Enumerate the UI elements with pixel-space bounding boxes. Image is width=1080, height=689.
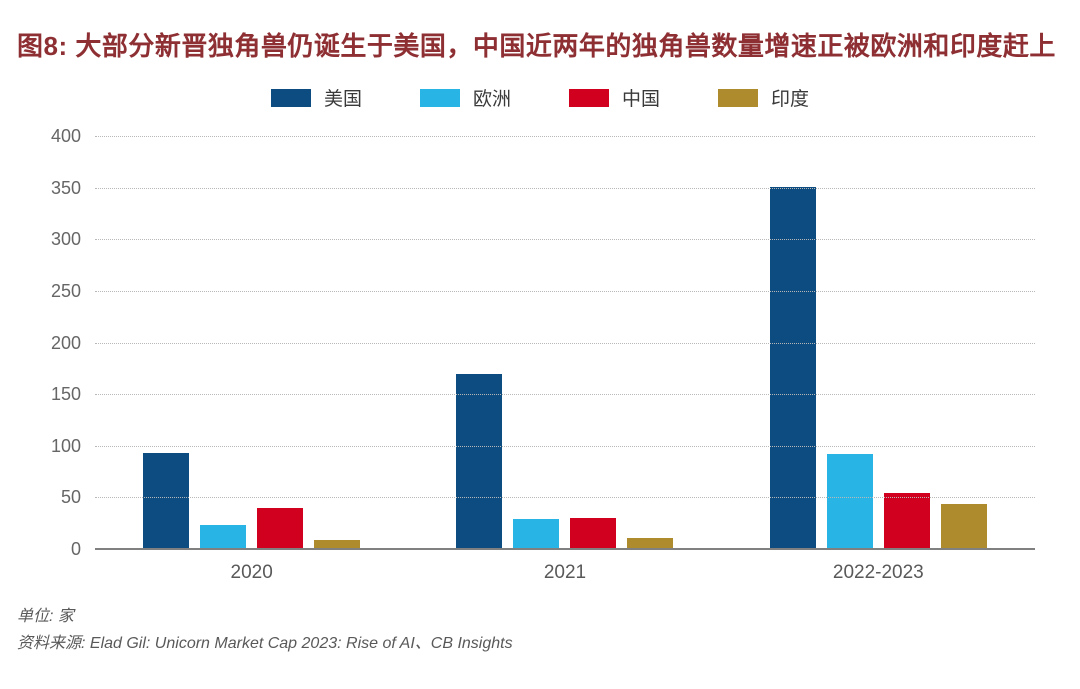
y-axis-tick-label: 0 [70, 539, 81, 559]
y-axis-tick-label: 250 [50, 280, 81, 301]
legend-item: 中国 [569, 84, 660, 111]
bar-groups [95, 137, 1035, 550]
legend-label: 美国 [323, 89, 362, 110]
bar [627, 537, 674, 550]
legend-swatch-icon [419, 88, 460, 107]
gridline [95, 497, 1035, 499]
x-axis-tick-label: 2022-2023 [832, 562, 924, 583]
gridline [95, 342, 1035, 344]
bar [257, 507, 304, 550]
bar [883, 493, 930, 550]
gridline [95, 290, 1035, 292]
y-axis-tick-label: 50 [60, 487, 81, 508]
y-axis-tick-label: 300 [50, 229, 81, 250]
gridline [95, 445, 1035, 447]
legend-item: 印度 [718, 84, 809, 111]
bar-group-2021 [408, 137, 721, 550]
bar [826, 453, 873, 550]
bar [570, 518, 617, 550]
unit-note: 单位: 家 [17, 608, 74, 625]
x-axis-tick-label: 2021 [543, 562, 587, 583]
bar [940, 503, 987, 550]
bar-group-2020 [95, 137, 408, 550]
bar-group-2022-2023 [722, 137, 1035, 550]
gridline [95, 239, 1035, 241]
y-axis-tick-label: 100 [50, 435, 81, 456]
y-axis-tick-label: 400 [50, 126, 81, 146]
source-note: 资料来源: Elad Gil: Unicorn Market Cap 2023:… [17, 635, 513, 652]
y-axis-tick-label: 350 [50, 177, 81, 198]
bar [769, 186, 816, 550]
gridline [95, 394, 1035, 396]
bar [513, 519, 560, 550]
chart-legend: 美国 欧洲 中国 印度 [0, 84, 1080, 111]
bar [143, 452, 190, 550]
x-axis-tick-label: 2020 [230, 562, 273, 583]
x-axis-line [95, 548, 1035, 550]
gridline [95, 136, 1035, 137]
legend-label: 欧洲 [472, 89, 511, 110]
chart-title: 图8: 大部分新晋独角兽仍诞生于美国，中国近两年的独角兽数量增速正被欧洲和印度赶… [17, 31, 1056, 61]
plot-area: 0 50 100 150 200 250 300 350 400 [51, 126, 1035, 559]
legend-item: 美国 [270, 84, 362, 111]
bar [456, 374, 503, 550]
gridline [95, 187, 1035, 189]
chart-footer: 单位: 家 资料来源: Elad Gil: Unicorn Market Cap… [17, 603, 513, 657]
legend-label: 印度 [771, 89, 810, 110]
legend-swatch-icon [718, 88, 759, 107]
legend-label: 中国 [622, 89, 661, 110]
legend-swatch-icon [270, 88, 311, 107]
legend-item: 欧洲 [419, 84, 511, 111]
bar [200, 525, 247, 550]
x-axis-labels: 2020 2021 2022-2023 [95, 562, 1035, 584]
legend-swatch-icon [569, 88, 609, 107]
y-axis-tick-label: 150 [50, 384, 81, 405]
y-axis-tick-label: 200 [50, 332, 81, 353]
bar [314, 539, 361, 550]
